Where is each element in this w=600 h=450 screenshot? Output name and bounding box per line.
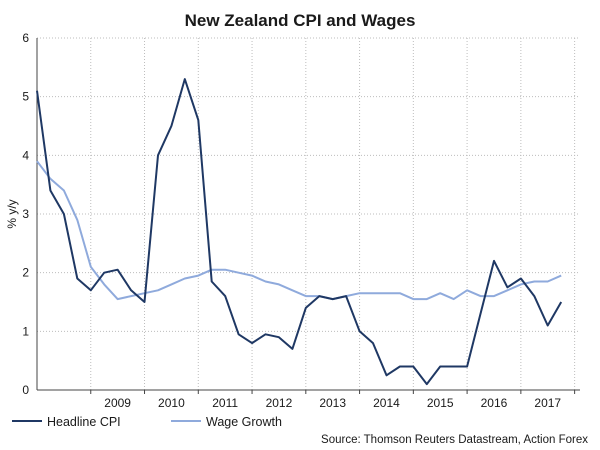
x-tick-label: 2011 — [212, 396, 238, 410]
y-tick-label: 5 — [22, 90, 29, 104]
y-tick-label: 1 — [22, 324, 29, 338]
x-tick-label: 2014 — [373, 396, 400, 410]
x-tick-label: 2013 — [319, 396, 346, 410]
axis-layer: 0 1 2 3 4 5 6 2009 2010 2011 2012 2013 2014 2015 2016 2… — [22, 31, 580, 410]
legend-label-headline-cpi: Headline CPI — [47, 415, 121, 429]
chart-title: New Zealand CPI and Wages — [185, 11, 416, 30]
x-tick-label: 2009 — [104, 396, 131, 410]
y-tick-label: 6 — [22, 31, 29, 45]
legend-label-wage-growth: Wage Growth — [206, 415, 282, 429]
y-tick-label: 4 — [22, 148, 29, 162]
y-tick-label: 3 — [22, 207, 29, 221]
y-tick-label: 0 — [22, 383, 29, 397]
y-axis-label: % y/y — [5, 199, 19, 228]
x-tick-label: 2016 — [481, 396, 508, 410]
x-tick-label: 2015 — [427, 396, 454, 410]
series-layer — [36, 78, 563, 386]
x-tick-label: 2010 — [158, 396, 185, 410]
series-line-wage-growth — [36, 160, 562, 301]
series-line-headline-cpi — [36, 78, 563, 386]
y-tick-label: 2 — [22, 266, 29, 280]
x-tick-label: 2017 — [534, 396, 561, 410]
grid-layer — [37, 37, 580, 390]
source-note: Source: Thomson Reuters Datastream, Acti… — [321, 434, 588, 446]
x-tick-label: 2012 — [266, 396, 293, 410]
legend: Headline CPI Wage Growth — [12, 415, 282, 429]
